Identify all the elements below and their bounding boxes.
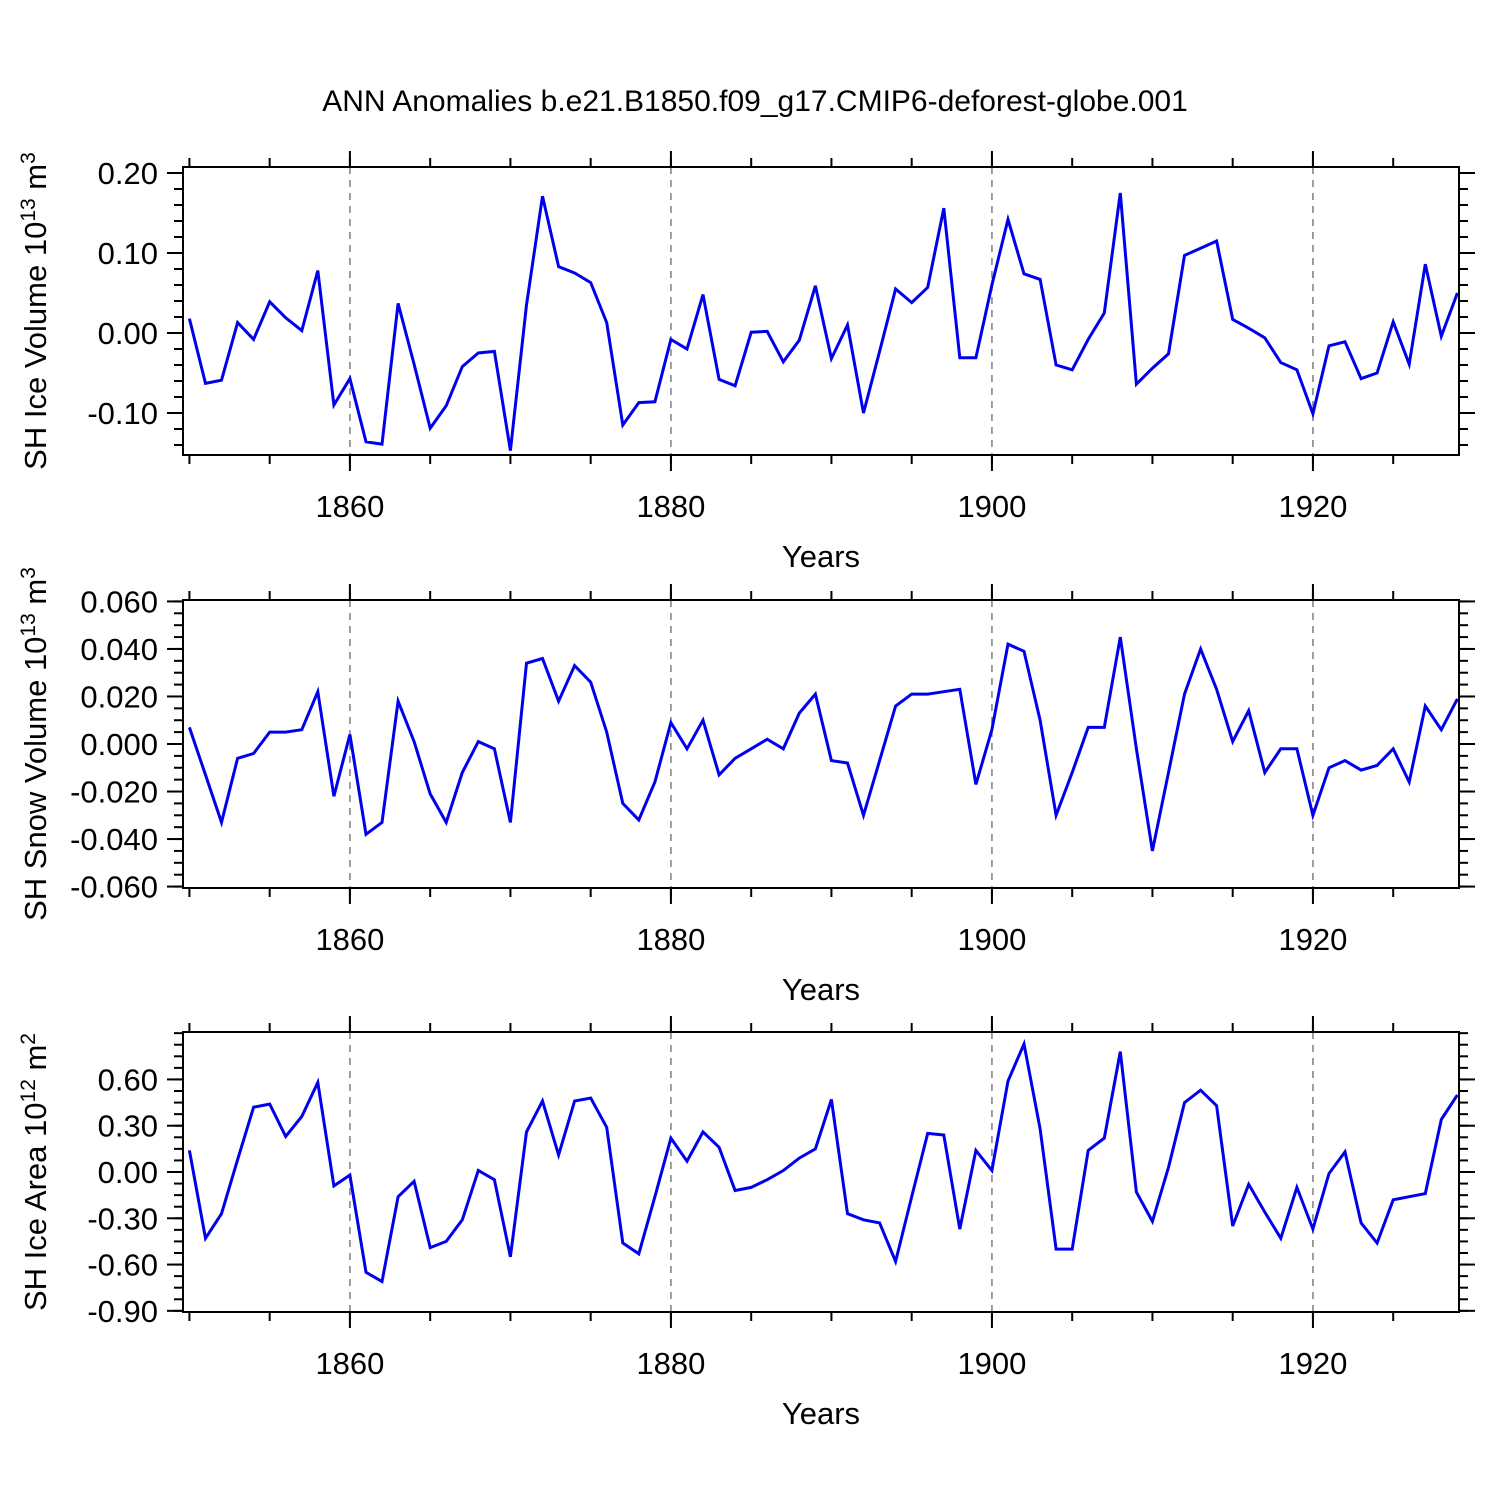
y-tick-label: -0.020 — [70, 775, 158, 810]
y-tick-label: 0.30 — [98, 1109, 158, 1144]
y-tick-label: 0.60 — [98, 1062, 158, 1097]
x-tick-label: 1900 — [957, 922, 1026, 957]
y-tick-label: 0.040 — [80, 632, 158, 667]
y-tick-label: 0.060 — [80, 584, 158, 619]
series-line-snow-volume — [187, 636, 1459, 852]
x-tick-label: 1880 — [636, 489, 705, 524]
plot-frame — [182, 599, 1460, 889]
x-axis-title: Years — [782, 972, 860, 1007]
y-tick-label: -0.90 — [87, 1294, 158, 1329]
y-tick-label: -0.040 — [70, 822, 158, 857]
y-axis-title: SH Snow Volume 1013 m3 — [17, 567, 53, 921]
x-tick-label: 1900 — [957, 1346, 1026, 1381]
y-tick-label: -0.10 — [87, 396, 158, 431]
plot-frame — [182, 166, 1460, 456]
y-tick-label: 0.020 — [80, 679, 158, 714]
figure-title: ANN Anomalies b.e21.B1850.f09_g17.CMIP6-… — [322, 85, 1188, 118]
y-tick-label: -0.30 — [87, 1201, 158, 1236]
y-tick-label: 0.10 — [98, 236, 158, 271]
panel-ice-area: 1860 1880 1900 1920 0.60 0.30 0.00 -0.30 -0.60 -0… — [17, 1016, 1475, 1431]
series-line-ice-area — [187, 1038, 1459, 1284]
x-tick-label: 1860 — [315, 1346, 384, 1381]
x-tick-label: 1920 — [1278, 1346, 1347, 1381]
x-axis-title: Years — [782, 539, 860, 574]
y-axis-title: SH Ice Area 1012 m2 — [17, 1033, 53, 1311]
y-tick-label: 0.20 — [98, 156, 158, 191]
x-tick-label: 1880 — [636, 1346, 705, 1381]
panel-ice-volume: 1860 1880 1900 1920 0.20 0.10 0.00 -0.10 Years SH… — [17, 151, 1475, 574]
y-tick-label: -0.60 — [87, 1248, 158, 1283]
y-tick-label: 0.00 — [98, 316, 158, 351]
x-tick-label: 1900 — [957, 489, 1026, 524]
y-tick-label: 0.000 — [80, 727, 158, 762]
y-tick-label: -0.060 — [70, 870, 158, 905]
x-tick-label: 1860 — [315, 489, 384, 524]
y-axis-title: SH Ice Volume 1013 m3 — [17, 152, 53, 470]
plot-frame — [182, 1031, 1460, 1313]
x-tick-label: 1860 — [315, 922, 384, 957]
y-tick-label: 0.00 — [98, 1155, 158, 1190]
panel-snow-volume: 1860 1880 1900 1920 0.060 0.040 0.020 0.000 -0.0… — [17, 567, 1475, 1007]
x-tick-label: 1920 — [1278, 922, 1347, 957]
x-axis-title: Years — [782, 1396, 860, 1431]
series-line-ice-volume — [187, 192, 1459, 451]
x-tick-label: 1880 — [636, 922, 705, 957]
x-tick-label: 1920 — [1278, 489, 1347, 524]
